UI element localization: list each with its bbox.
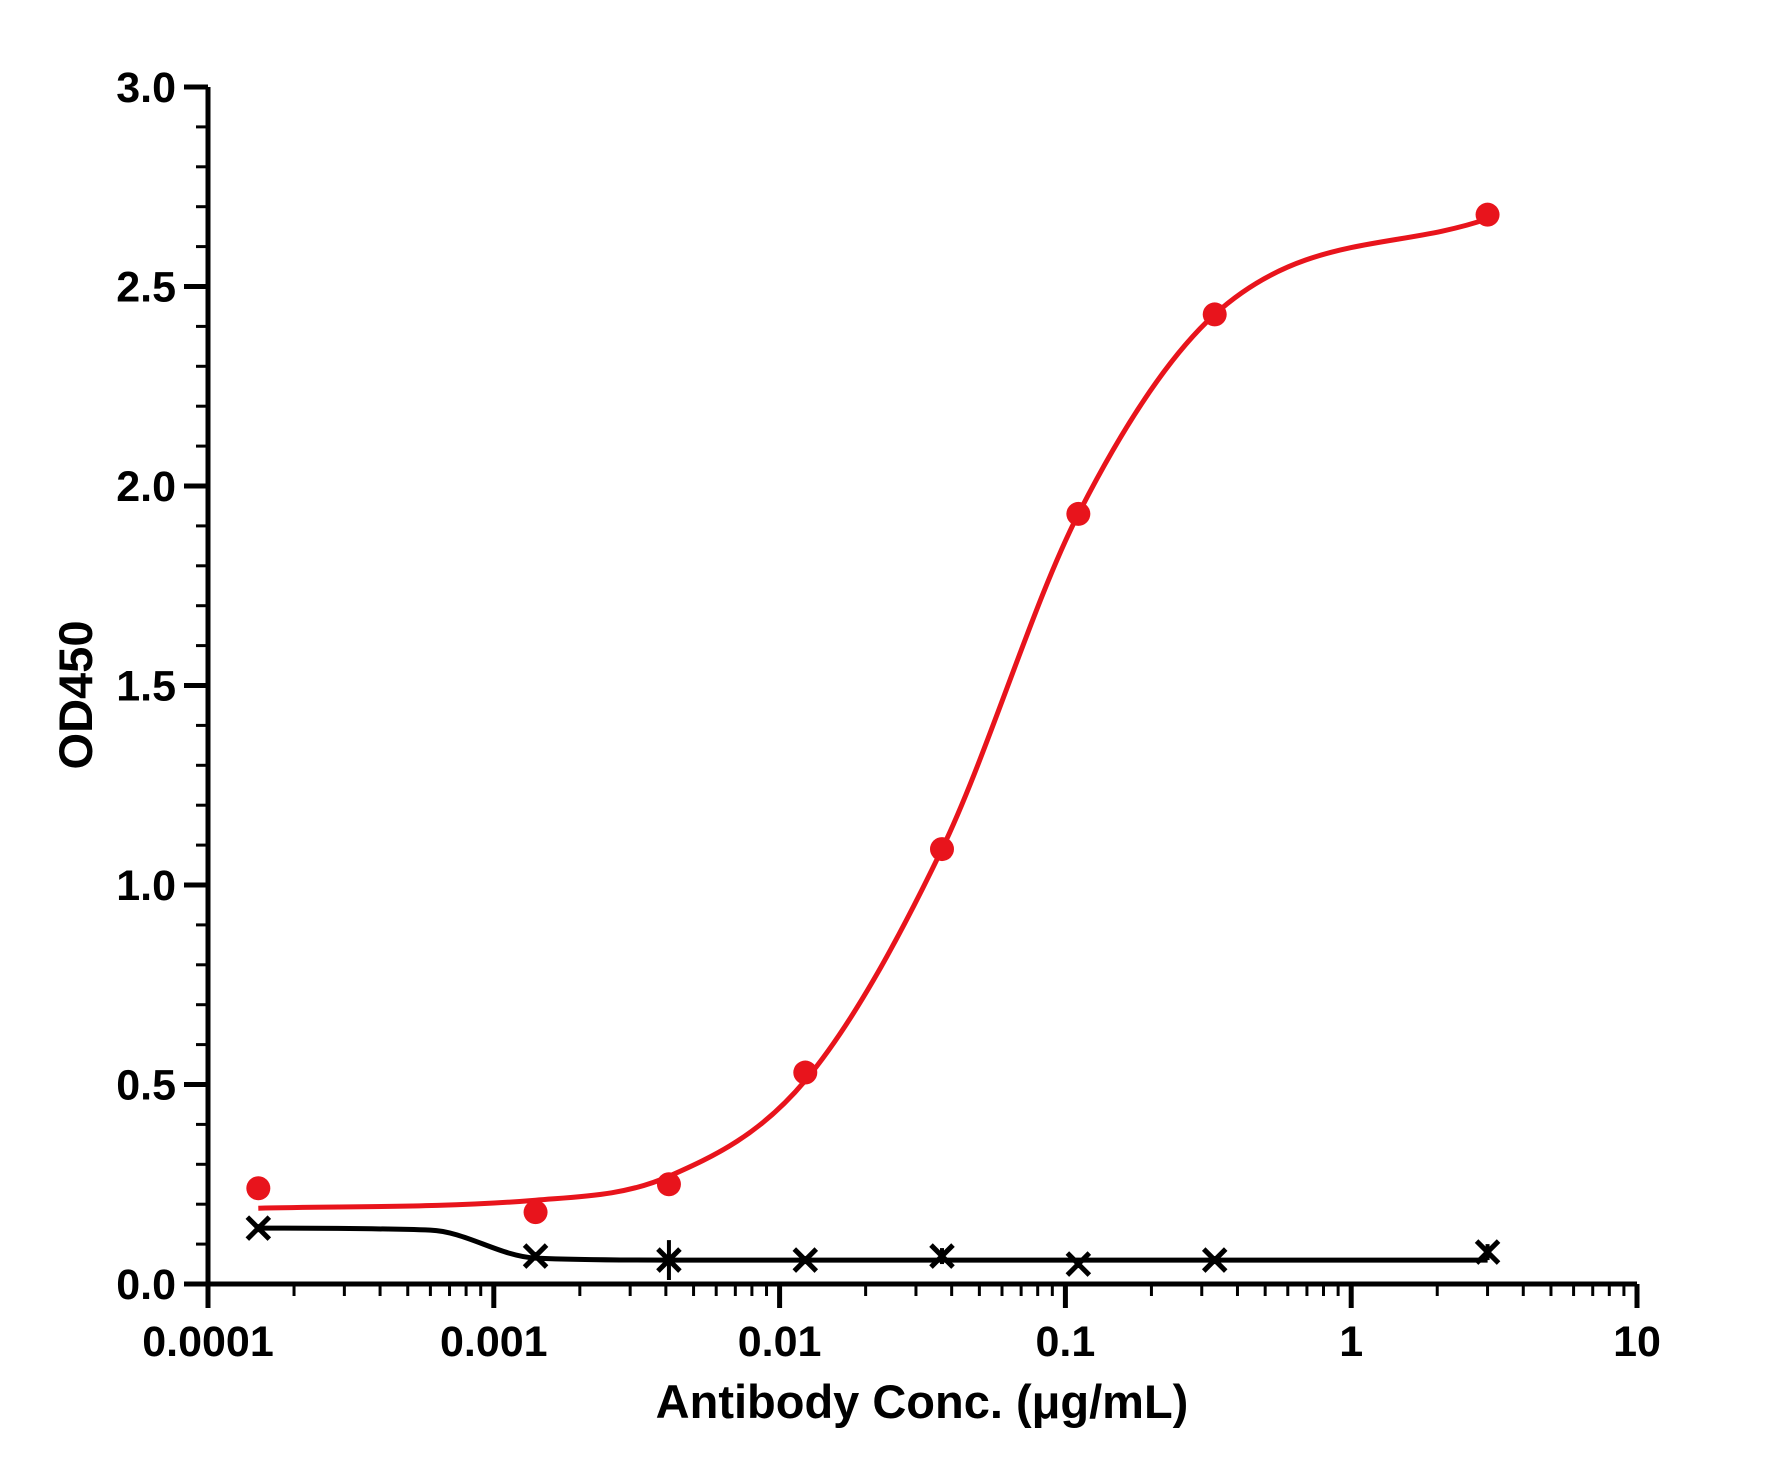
red-circle-marker — [1202, 302, 1227, 327]
red-circle-marker — [523, 1200, 548, 1225]
x-tick-label: 0.001 — [440, 1318, 548, 1366]
y-axis-title: OD450 — [49, 621, 102, 770]
red-circle-marker — [246, 1176, 271, 1201]
y-tick-label: 2.0 — [116, 463, 176, 511]
x-axis-title: Antibody Conc. (μg/mL) — [656, 1375, 1189, 1428]
x-tick-label: 0.01 — [738, 1318, 822, 1366]
y-tick-label: 1.0 — [116, 862, 176, 910]
y-tick-label: 2.5 — [116, 264, 176, 312]
black-x-marker — [656, 1247, 682, 1273]
x-tick-label: 0.1 — [1036, 1318, 1096, 1366]
black-fit-curve — [258, 1225, 1488, 1263]
x-tick-label: 1 — [1339, 1318, 1363, 1366]
black-x-marker — [522, 1243, 549, 1269]
y-tick-label: 0.0 — [116, 1261, 176, 1309]
red-fit-curve — [258, 216, 1489, 1211]
red-circle-marker — [793, 1060, 818, 1085]
black-x-marker — [929, 1243, 955, 1269]
y-tick-label: 0.5 — [116, 1062, 176, 1110]
y-tick-label: 1.5 — [116, 663, 176, 711]
red-circle-marker — [1066, 501, 1091, 526]
black-x-marker — [1474, 1239, 1501, 1265]
black-x-marker — [792, 1247, 819, 1273]
y-tick-label: 3.0 — [116, 64, 176, 112]
red-circle-marker — [1475, 202, 1500, 227]
red-circle-marker — [929, 837, 954, 862]
black-x-marker — [1201, 1247, 1228, 1273]
x-tick-label: 0.0001 — [142, 1318, 274, 1366]
red-circle-marker — [656, 1172, 681, 1197]
x-tick-label: 10 — [1613, 1318, 1661, 1366]
black-x-marker — [245, 1215, 272, 1241]
black-x-marker — [1065, 1251, 1092, 1277]
